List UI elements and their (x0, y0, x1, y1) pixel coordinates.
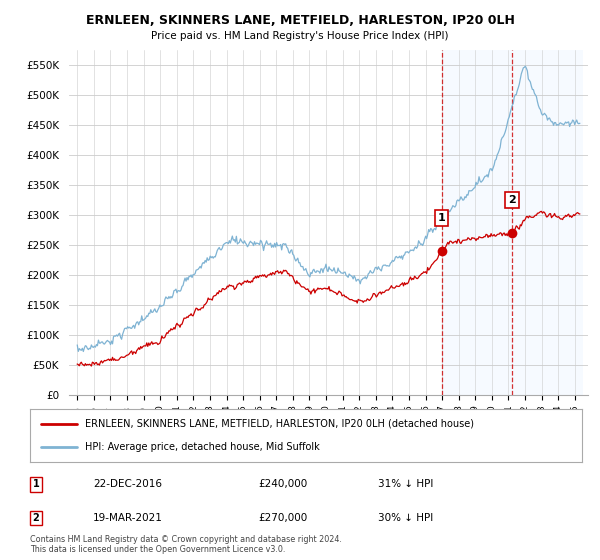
Text: HPI: Average price, detached house, Mid Suffolk: HPI: Average price, detached house, Mid … (85, 442, 320, 452)
Text: 1: 1 (32, 479, 40, 489)
Text: 19-MAR-2021: 19-MAR-2021 (93, 513, 163, 523)
Text: Price paid vs. HM Land Registry's House Price Index (HPI): Price paid vs. HM Land Registry's House … (151, 31, 449, 41)
Bar (512, 50, 583, 395)
Text: £270,000: £270,000 (258, 513, 307, 523)
Text: ERNLEEN, SKINNERS LANE, METFIELD, HARLESTON, IP20 0LH (detached house): ERNLEEN, SKINNERS LANE, METFIELD, HARLES… (85, 419, 474, 429)
Text: 30% ↓ HPI: 30% ↓ HPI (378, 513, 433, 523)
Text: ERNLEEN, SKINNERS LANE, METFIELD, HARLESTON, IP20 0LH: ERNLEEN, SKINNERS LANE, METFIELD, HARLES… (86, 14, 514, 27)
Text: 1: 1 (438, 213, 445, 223)
Text: 2: 2 (508, 195, 516, 205)
Text: 22-DEC-2016: 22-DEC-2016 (93, 479, 162, 489)
Text: 2: 2 (32, 513, 40, 523)
Text: 31% ↓ HPI: 31% ↓ HPI (378, 479, 433, 489)
Text: Contains HM Land Registry data © Crown copyright and database right 2024.
This d: Contains HM Land Registry data © Crown c… (30, 535, 342, 554)
Text: £240,000: £240,000 (258, 479, 307, 489)
Bar (442, 50, 512, 395)
